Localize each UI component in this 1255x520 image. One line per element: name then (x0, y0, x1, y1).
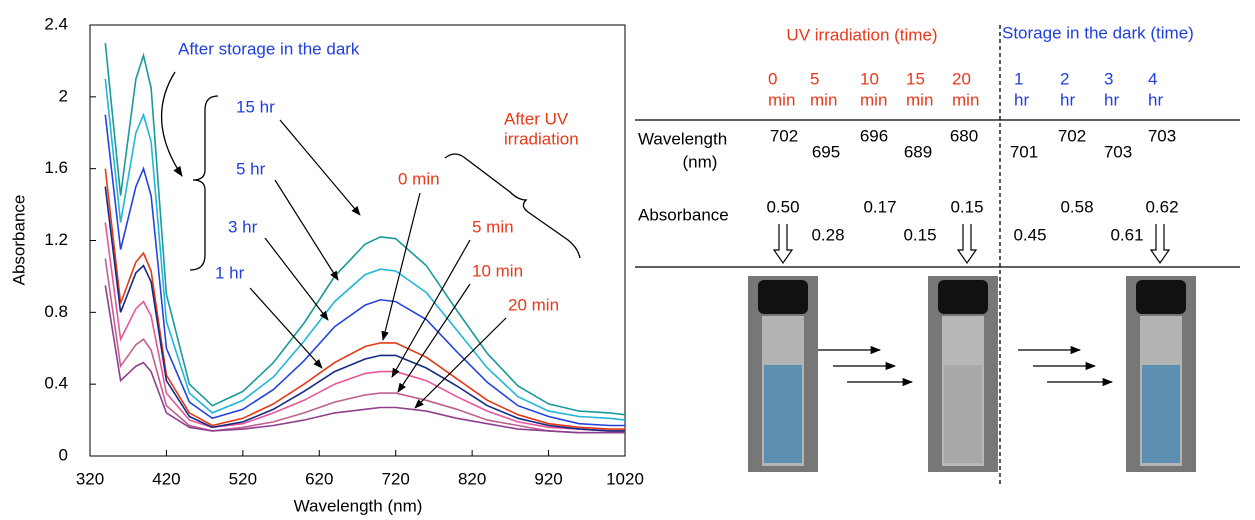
spectrum-line (104, 78, 625, 421)
spectrum-line (104, 168, 625, 430)
column-number: 0 (768, 69, 777, 88)
series-label: 20 min (508, 295, 559, 314)
label-arrow (397, 283, 471, 393)
x-tick-label: 720 (382, 469, 410, 488)
series-label: 10 min (472, 261, 523, 280)
column-unit: hr (1060, 90, 1075, 109)
y-tick-label: 0.8 (44, 302, 68, 321)
group-header: UV irradiation (time) (786, 25, 937, 44)
curved-arrow (160, 71, 183, 177)
table-cell: 0.17 (863, 197, 896, 216)
double-arrows (772, 224, 1171, 265)
annotation: After storage in the dark (178, 39, 360, 58)
spectrum-line (104, 285, 625, 434)
column-number: 15 (906, 69, 925, 88)
column-number: 4 (1148, 69, 1157, 88)
row-label: Absorbance (638, 205, 729, 224)
series-label: 3 hr (228, 217, 258, 236)
column-unit: hr (1104, 90, 1119, 109)
series-label: 1 hr (215, 263, 245, 282)
series-label: 5 min (472, 217, 514, 236)
row-label: Wavelength (638, 129, 727, 148)
label-arrow (249, 287, 323, 369)
table-cell: 0.15 (950, 197, 983, 216)
y-tick-label: 1.6 (44, 158, 68, 177)
x-axis-label: Wavelength (nm) (294, 496, 423, 515)
cuvette-photo (748, 276, 818, 472)
x-tick-label: 420 (152, 469, 180, 488)
table-cell: 0.45 (1013, 225, 1046, 244)
column-number: 5 (810, 69, 819, 88)
column-number: 1 (1014, 69, 1023, 88)
column-unit: hr (1148, 90, 1163, 109)
x-tick-label: 520 (229, 469, 257, 488)
process-arrows (818, 345, 1114, 387)
table-cell: 689 (904, 142, 932, 161)
table-cell: 702 (770, 126, 798, 145)
spectrum-line (104, 186, 625, 432)
column-number: 10 (860, 69, 879, 88)
column-unit: min (860, 90, 887, 109)
label-arrow (391, 239, 471, 378)
y-tick-label: 2.4 (44, 14, 68, 33)
spectrum-line (104, 222, 625, 432)
y-tick-label: 0 (59, 445, 68, 464)
cuvette-photo (928, 276, 998, 472)
column-unit: min (952, 90, 979, 109)
column-unit: min (810, 90, 837, 109)
plot-frame (89, 24, 626, 457)
label-arrow (414, 317, 507, 409)
table-cell: 695 (812, 142, 840, 161)
table-cell: 0.58 (1060, 197, 1093, 216)
y-axis-label: Absorbance (9, 195, 28, 286)
table-cell: 0.28 (811, 225, 844, 244)
y-tick-label: 2 (59, 86, 68, 105)
column-unit: hr (1014, 90, 1029, 109)
x-tick-label: 320 (76, 469, 104, 488)
brace (189, 95, 219, 271)
x-tick-label: 1020 (606, 469, 644, 488)
x-tick-label: 620 (305, 469, 333, 488)
table-cell: 702 (1058, 126, 1086, 145)
table-cell: 701 (1010, 142, 1038, 161)
row-label: (nm) (683, 152, 718, 171)
table-cell: 703 (1148, 126, 1176, 145)
column-unit: min (768, 90, 795, 109)
column-number: 3 (1104, 69, 1113, 88)
table-cell: 680 (950, 126, 978, 145)
series-label: 15 hr (236, 97, 275, 116)
cuvette-photo (1126, 276, 1196, 472)
table-cell: 0.50 (766, 197, 799, 216)
spectrum-line (104, 258, 625, 434)
series-label: 0 min (398, 169, 440, 188)
table-cell: 0.62 (1145, 197, 1178, 216)
label-arrow (264, 237, 329, 321)
y-tick-label: 1.2 (44, 230, 68, 249)
table-cell: 0.61 (1110, 225, 1143, 244)
brace (444, 153, 581, 259)
series-label: 5 hr (236, 159, 266, 178)
table-cell: 703 (1104, 142, 1132, 161)
spectrum-line (104, 114, 625, 427)
y-tick-label: 0.4 (44, 374, 68, 393)
annotation: irradiation (504, 129, 579, 148)
table-cell: 0.15 (903, 225, 936, 244)
group-header: Storage in the dark (time) (1002, 23, 1194, 42)
annotation: After UV (504, 109, 569, 128)
table-cell: 696 (860, 126, 888, 145)
label-arrow (381, 192, 421, 341)
label-arrow (274, 179, 339, 281)
label-arrow (279, 119, 361, 216)
column-number: 2 (1060, 69, 1069, 88)
x-tick-label: 820 (458, 469, 486, 488)
x-tick-label: 920 (534, 469, 562, 488)
column-unit: min (906, 90, 933, 109)
column-number: 20 (952, 69, 971, 88)
